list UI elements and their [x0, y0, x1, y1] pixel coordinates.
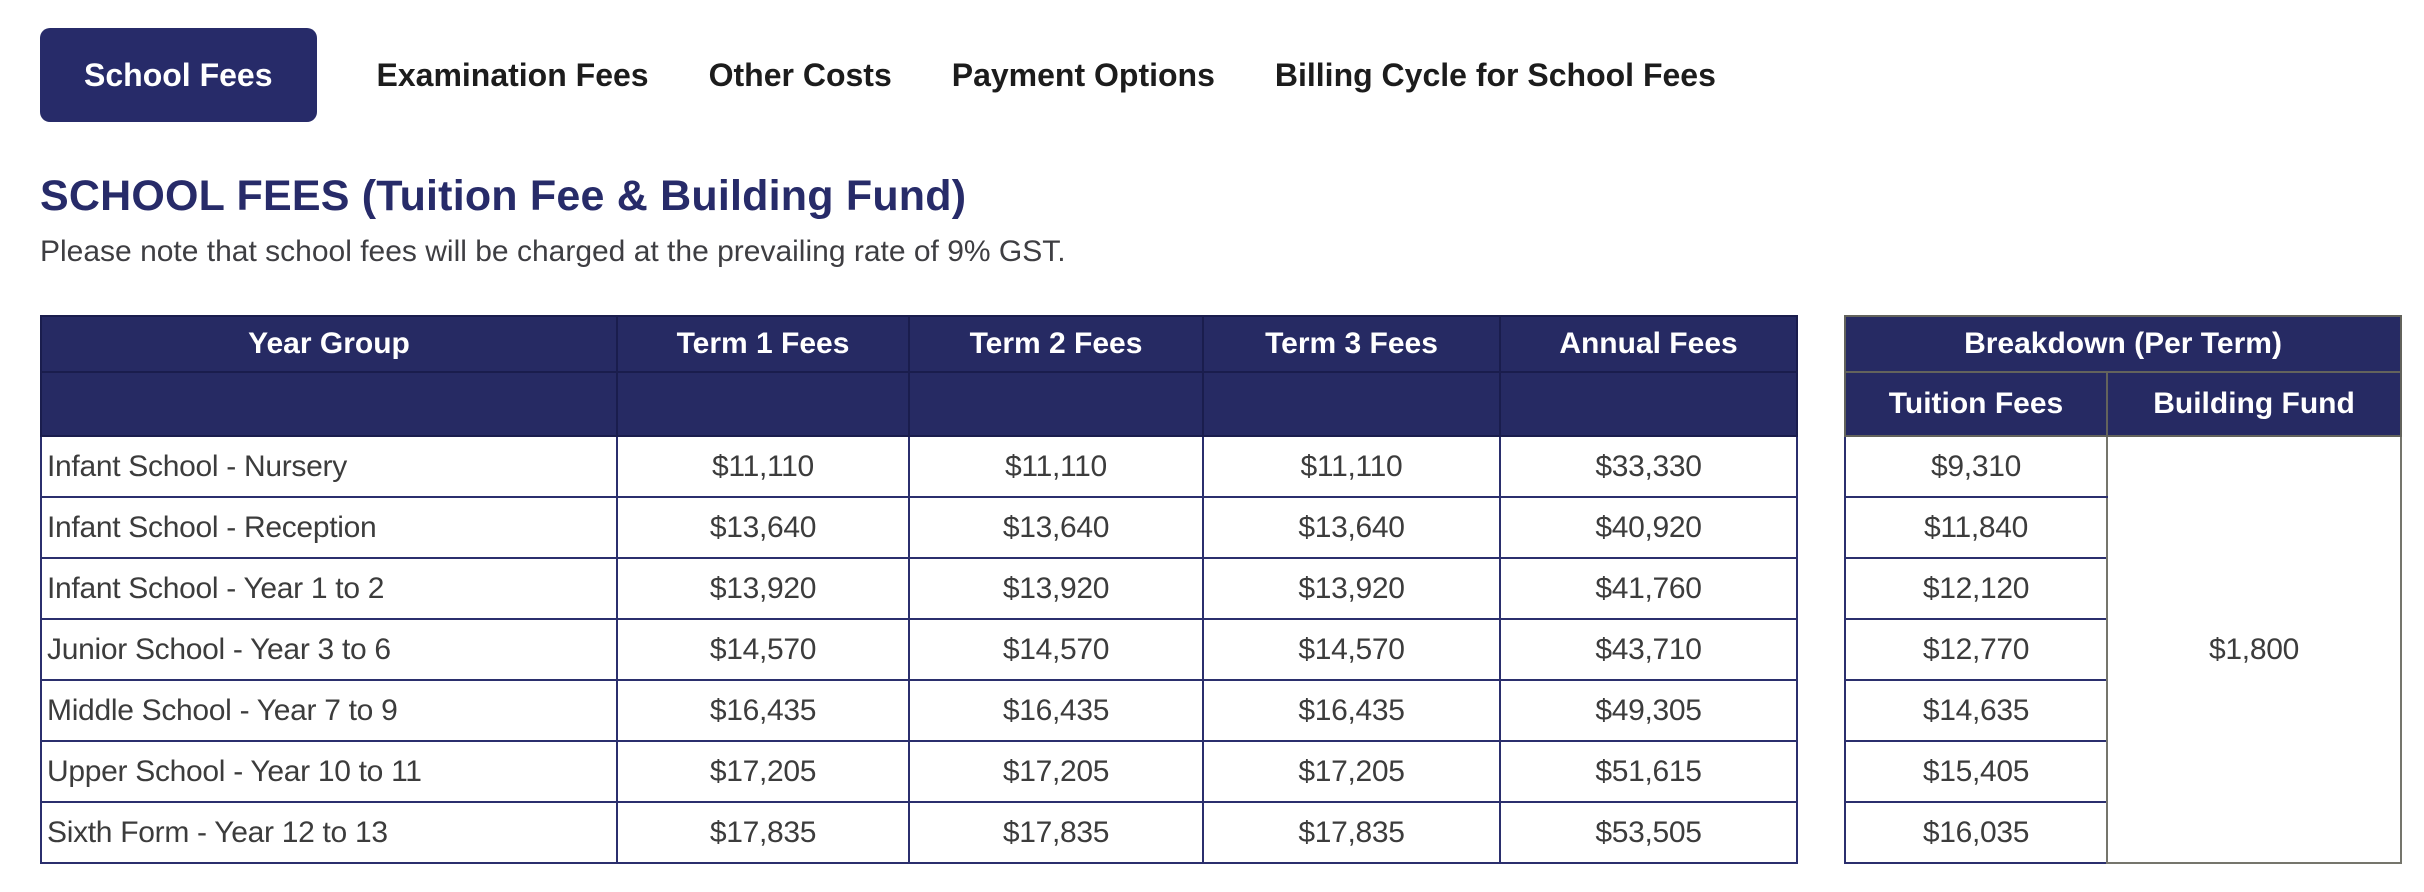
- breakdown-table: Breakdown (Per Term) Tuition Fees Buildi…: [1843, 315, 2403, 864]
- term1-fees-header: Term 1 Fees: [616, 315, 910, 373]
- breakdown-table-header: Breakdown (Per Term) Tuition Fees Buildi…: [1843, 315, 2403, 437]
- fees-table-row: Infant School - Reception $13,640 $13,64…: [40, 496, 1798, 559]
- annual-fees-cell: $41,760: [1499, 557, 1798, 620]
- term1-fees-cell: $13,920: [616, 557, 910, 620]
- term2-fees-cell: $17,205: [908, 740, 1204, 803]
- fees-table-row: Upper School - Year 10 to 11 $17,205 $17…: [40, 740, 1798, 803]
- fees-table-row: Infant School - Year 1 to 2 $13,920 $13,…: [40, 557, 1798, 620]
- term1-fees-cell: $13,640: [616, 496, 910, 559]
- term3-fees-cell: $11,110: [1202, 435, 1501, 498]
- building-fund-header: Building Fund: [2105, 371, 2403, 437]
- empty-header-cell: [908, 371, 1204, 437]
- term3-fees-header: Term 3 Fees: [1202, 315, 1501, 373]
- breakdown-table-row: $14,635: [1844, 679, 2401, 742]
- breakdown-subheader-row: Tuition Fees Building Fund: [1844, 371, 2403, 437]
- term3-fees-cell: $16,435: [1202, 679, 1501, 742]
- breakdown-table-row: $15,405: [1844, 740, 2401, 803]
- fees-table-row: Junior School - Year 3 to 6 $14,570 $14,…: [40, 618, 1798, 681]
- term2-fees-header: Term 2 Fees: [908, 315, 1204, 373]
- year-group-cell: Upper School - Year 10 to 11: [40, 740, 618, 803]
- term2-fees-cell: $13,920: [908, 557, 1204, 620]
- tab-payment-options[interactable]: Payment Options: [951, 56, 1215, 93]
- term1-fees-cell: $17,205: [616, 740, 910, 803]
- term2-fees-cell: $16,435: [908, 679, 1204, 742]
- breakdown-table-row: $12,770: [1844, 618, 2401, 681]
- tab-bar: School Fees Examination Fees Other Costs Pa…: [40, 28, 2424, 122]
- school-fees-table-body: Infant School - Nursery $11,110 $11,110 …: [40, 435, 1798, 864]
- year-group-cell: Infant School - Nursery: [40, 435, 618, 498]
- school-fees-table: Year Group Term 1 Fees Term 2 Fees Term …: [40, 315, 1798, 864]
- empty-header-row: [40, 371, 1798, 437]
- term1-fees-cell: $11,110: [616, 435, 910, 498]
- tuition-fees-cell: $15,405: [1844, 740, 2108, 803]
- term3-fees-cell: $13,640: [1202, 496, 1501, 559]
- empty-header-cell: [40, 371, 618, 437]
- gst-note: Please note that school fees will be cha…: [40, 235, 1066, 268]
- term2-fees-cell: $13,640: [908, 496, 1204, 559]
- school-fees-table-header: Year Group Term 1 Fees Term 2 Fees Term …: [40, 315, 1798, 437]
- tuition-fees-cell: $9,310: [1844, 435, 2108, 498]
- annual-fees-cell: $33,330: [1499, 435, 1798, 498]
- annual-fees-header: Annual Fees: [1499, 315, 1798, 373]
- term3-fees-cell: $17,205: [1202, 740, 1501, 803]
- year-group-cell: Sixth Form - Year 12 to 13: [40, 801, 618, 864]
- fees-table-row: Middle School - Year 7 to 9 $16,435 $16,…: [40, 679, 1798, 742]
- term2-fees-cell: $17,835: [908, 801, 1204, 864]
- term2-fees-cell: $11,110: [908, 435, 1204, 498]
- term2-fees-cell: $14,570: [908, 618, 1204, 681]
- annual-fees-cell: $40,920: [1499, 496, 1798, 559]
- fees-table-row: Infant School - Nursery $11,110 $11,110 …: [40, 435, 1798, 498]
- year-group-header: Year Group: [40, 315, 618, 373]
- term3-fees-cell: $17,835: [1202, 801, 1501, 864]
- tables-container: Year Group Term 1 Fees Term 2 Fees Term …: [40, 315, 2424, 864]
- tuition-fees-cell: $12,770: [1844, 618, 2108, 681]
- tuition-fees-cell: $12,120: [1844, 557, 2108, 620]
- year-group-cell: Infant School - Reception: [40, 496, 618, 559]
- page-title: SCHOOL FEES (Tuition Fee & Building Fund…: [40, 172, 967, 220]
- breakdown-table-row: $16,035: [1844, 801, 2401, 864]
- breakdown-title: Breakdown (Per Term): [1843, 315, 2403, 373]
- breakdown-table-row: $11,840: [1844, 496, 2401, 559]
- annual-fees-cell: $53,505: [1499, 801, 1798, 864]
- building-fund-merged-cell: $1,800: [2105, 435, 2403, 864]
- fees-table-row: Sixth Form - Year 12 to 13 $17,835 $17,8…: [40, 801, 1798, 864]
- tuition-fees-header: Tuition Fees: [1844, 371, 2108, 437]
- empty-header-cell: [1499, 371, 1798, 437]
- tab-billing-cycle-for-school-fees[interactable]: Billing Cycle for School Fees: [1274, 56, 1716, 93]
- tab-school-fees[interactable]: School Fees: [40, 28, 317, 122]
- breakdown-title-row: Breakdown (Per Term): [1843, 315, 2403, 373]
- tuition-fees-cell: $11,840: [1844, 496, 2108, 559]
- breakdown-table-row: $12,120: [1844, 557, 2401, 620]
- breakdown-table-row: $9,310 $1,800: [1844, 435, 2403, 864]
- empty-header-cell: [616, 371, 910, 437]
- term1-fees-cell: $16,435: [616, 679, 910, 742]
- year-group-cell: Middle School - Year 7 to 9: [40, 679, 618, 742]
- term3-fees-cell: $14,570: [1202, 618, 1501, 681]
- year-group-cell: Junior School - Year 3 to 6: [40, 618, 618, 681]
- tab-other-costs[interactable]: Other Costs: [708, 56, 892, 93]
- annual-fees-cell: $43,710: [1499, 618, 1798, 681]
- term3-fees-cell: $13,920: [1202, 557, 1501, 620]
- breakdown-table-body: $9,310 $1,800 $11,840 $12,120 $12,770 $1…: [1844, 435, 2403, 864]
- annual-fees-cell: $49,305: [1499, 679, 1798, 742]
- tuition-fees-cell: $16,035: [1844, 801, 2108, 864]
- empty-header-cell: [1202, 371, 1501, 437]
- tab-examination-fees[interactable]: Examination Fees: [376, 56, 649, 93]
- annual-fees-cell: $51,615: [1499, 740, 1798, 803]
- term1-fees-cell: $17,835: [616, 801, 910, 864]
- term1-fees-cell: $14,570: [616, 618, 910, 681]
- tuition-fees-cell: $14,635: [1844, 679, 2108, 742]
- header-row: Year Group Term 1 Fees Term 2 Fees Term …: [40, 315, 1798, 373]
- year-group-cell: Infant School - Year 1 to 2: [40, 557, 618, 620]
